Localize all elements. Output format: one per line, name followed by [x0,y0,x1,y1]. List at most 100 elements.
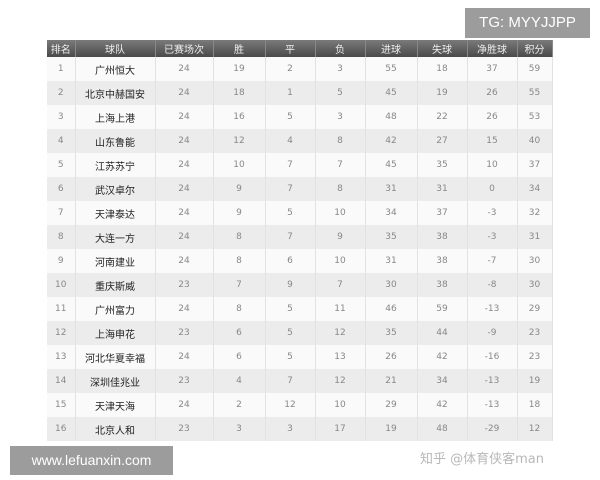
table-cell: 10 [47,273,76,297]
table-cell: 3 [315,105,366,129]
table-cell: 7 [47,201,76,225]
table-cell: 23 [155,321,214,345]
table-cell: 24 [155,249,214,273]
table-cell: 30 [517,249,553,273]
table-cell: -8 [467,273,518,297]
table-cell: 38 [417,249,468,273]
column-header: 已赛场次 [155,40,214,57]
table-cell: 10 [315,249,366,273]
table-cell: 6 [213,345,266,369]
table-cell: 23 [517,345,553,369]
table-cell: 7 [315,273,366,297]
team-name: 江苏苏宁 [75,153,156,177]
table-cell: 45 [365,153,418,177]
table-cell: 53 [517,105,553,129]
standings-table: 排名 球队 已赛场次胜平负进球 失球 净胜球 积分 1 广州恒大 24 19 2 3 55 18 37 59… [47,40,553,441]
team-name: 河南建业 [75,249,156,273]
table-row: 13 河北华夏幸福 24 6 5 13 26 42 -16 23 [47,345,553,369]
column-header: 失球 [417,40,468,57]
table-cell: 9 [213,177,266,201]
table-cell: 3 [47,105,76,129]
column-header: 进球 [365,40,418,57]
table-cell: 18 [417,57,468,81]
table-cell: 19 [517,369,553,393]
table-cell: -13 [467,393,518,417]
table-cell: 3 [213,417,266,441]
table-cell: 31 [417,177,468,201]
table-cell: 15 [47,393,76,417]
table-cell: 21 [365,369,418,393]
table-row: 4 山东鲁能 24 12 4 8 42 27 15 40 [47,129,553,153]
table-cell: 8 [315,129,366,153]
table-cell: 48 [417,417,468,441]
table-row: 7 天津泰达 24 9 5 10 34 37 -3 32 [47,201,553,225]
team-name: 广州恒大 [75,57,156,81]
table-cell: 23 [155,369,214,393]
table-cell: 6 [213,321,266,345]
table-cell: 24 [155,57,214,81]
table-cell: 7 [213,273,266,297]
table-cell: 2 [47,81,76,105]
table-cell: 44 [417,321,468,345]
table-cell: 38 [417,273,468,297]
table-cell: -13 [467,297,518,321]
table-cell: 12 [315,321,366,345]
column-header: 排名 [47,40,76,57]
table-cell: 24 [155,153,214,177]
team-name: 广州富力 [75,297,156,321]
table-cell: 12 [265,393,316,417]
table-cell: 8 [213,249,266,273]
table-cell: 9 [47,249,76,273]
table-cell: 9 [315,225,366,249]
table-cell: 42 [417,345,468,369]
team-name: 北京人和 [75,417,156,441]
table-row: 5 江苏苏宁 24 10 7 7 45 35 10 37 [47,153,553,177]
table-cell: 7 [315,153,366,177]
table-header: 排名 球队 已赛场次胜平负进球 失球 净胜球 积分 [47,40,553,57]
table-cell: 4 [213,369,266,393]
table-cell: 5 [265,201,316,225]
table-cell: 10 [467,153,518,177]
table-cell: 34 [517,177,553,201]
table-cell: 8 [213,297,266,321]
team-name: 重庆斯威 [75,273,156,297]
table-cell: -13 [467,369,518,393]
team-name: 山东鲁能 [75,129,156,153]
table-cell: 24 [155,81,214,105]
table-cell: 24 [155,129,214,153]
table-cell: 29 [517,297,553,321]
team-name: 深圳佳兆业 [75,369,156,393]
table-cell: 46 [365,297,418,321]
zhihu-watermark: 知乎 @体育侠客man [420,452,545,467]
table-cell: 7 [265,369,316,393]
table-cell: 7 [265,153,316,177]
table-cell: 11 [47,297,76,321]
table-row: 11 广州富力 24 8 5 11 46 59 -13 29 [47,297,553,321]
table-row: 8 大连一方 24 8 7 9 35 38 -3 31 [47,225,553,249]
column-header: 净胜球 [467,40,518,57]
table-cell: 59 [417,297,468,321]
column-header: 负 [315,40,366,57]
table-cell: 35 [365,225,418,249]
table-cell: 2 [213,393,266,417]
table-cell: 7 [265,177,316,201]
table-cell: -16 [467,345,518,369]
table-cell: 6 [47,177,76,201]
table-cell: 12 [517,417,553,441]
table-cell: 31 [365,177,418,201]
column-header: 球队 [75,40,156,57]
table-cell: 22 [417,105,468,129]
table-cell: 0 [467,177,518,201]
table-cell: 55 [517,81,553,105]
table-cell: 12 [47,321,76,345]
table-cell: 1 [265,81,316,105]
table-cell: 12 [213,129,266,153]
team-name: 上海上港 [75,105,156,129]
table-cell: 9 [265,273,316,297]
table-cell: 24 [155,201,214,225]
table-cell: 31 [365,249,418,273]
table-cell: 23 [155,273,214,297]
column-header: 胜 [213,40,266,57]
table-cell: 32 [517,201,553,225]
table-cell: 8 [213,225,266,249]
